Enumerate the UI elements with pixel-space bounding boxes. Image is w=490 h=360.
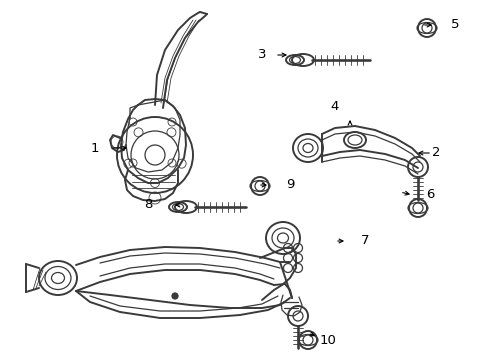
Text: 7: 7 bbox=[361, 234, 369, 248]
Text: 1: 1 bbox=[91, 141, 99, 154]
Text: 4: 4 bbox=[331, 100, 339, 113]
Text: 2: 2 bbox=[432, 147, 440, 159]
Text: 5: 5 bbox=[451, 18, 459, 31]
Text: 6: 6 bbox=[426, 189, 434, 202]
Text: 3: 3 bbox=[258, 49, 266, 62]
Text: 10: 10 bbox=[319, 333, 337, 346]
Circle shape bbox=[172, 293, 178, 299]
Text: 9: 9 bbox=[286, 179, 294, 192]
Text: 8: 8 bbox=[144, 198, 152, 211]
